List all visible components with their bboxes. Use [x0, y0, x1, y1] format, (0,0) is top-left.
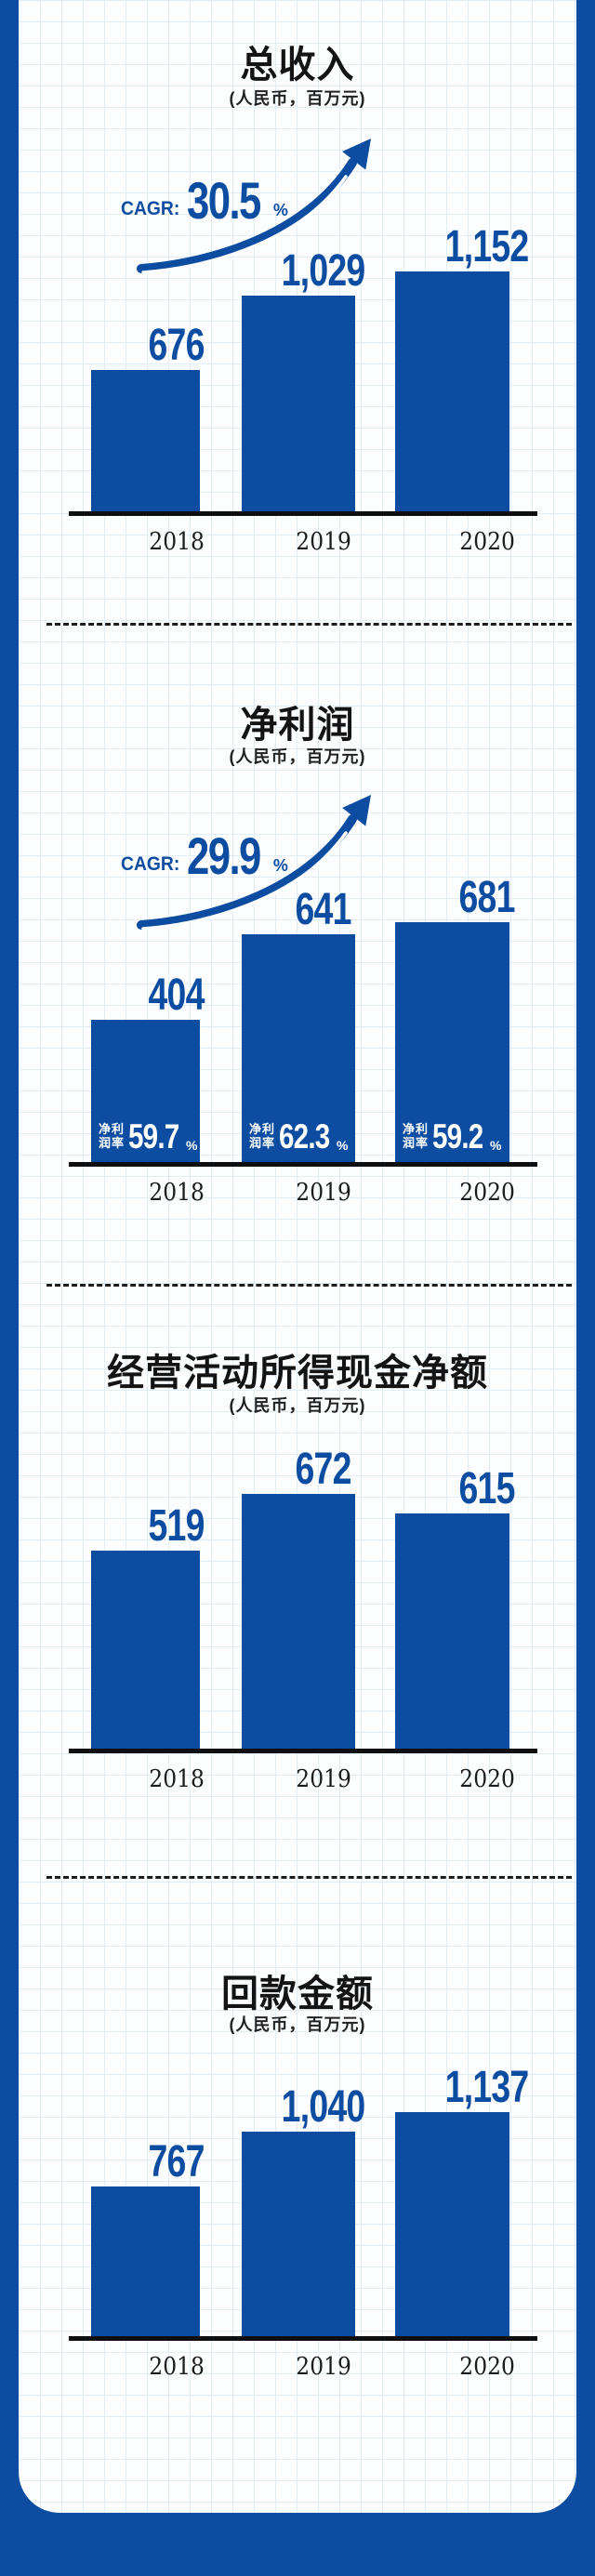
chart-title: 回款金额: [221, 1974, 374, 2015]
bar-2018: [91, 1551, 200, 1749]
growth-arrow-icon: [137, 139, 371, 273]
net-margin-label: 净利 润率 59.7 %: [99, 1116, 197, 1156]
growth-arrow-highlight: [141, 175, 348, 273]
x-tick-label: 2020: [459, 2353, 515, 2381]
bar-2019: [242, 1494, 355, 1749]
x-tick-label: 2019: [296, 1179, 351, 1207]
chart-unit-note: (人民币，百万元): [229, 89, 366, 108]
x-tick-label: 2018: [149, 1179, 205, 1207]
bar-2019: [242, 296, 355, 511]
net-margin-text-line2: 润率: [249, 1136, 276, 1150]
chart-title: 经营活动所得现金净额: [107, 1353, 488, 1394]
chart-unit-note: (人民币，百万元): [229, 1396, 366, 1415]
cagr-percent-sign: %: [272, 856, 288, 875]
net-margin-percent-sign: %: [186, 1138, 198, 1153]
bar-value-label: 1,152: [445, 222, 530, 271]
cagr-percent-sign: %: [272, 201, 288, 219]
x-axis-line: [69, 1749, 537, 1753]
net-margin-text-line1: 净利: [249, 1122, 276, 1136]
bar-2018: [91, 2186, 200, 2336]
net-margin-label: 净利 润率 62.3 %: [249, 1116, 348, 1156]
section-divider: [46, 623, 572, 626]
x-tick-label: 2019: [296, 2353, 351, 2381]
chart-title: 总收入: [240, 45, 355, 86]
bar-value-label: 519: [148, 1501, 205, 1551]
x-axis-line: [69, 511, 537, 516]
bar-2019: [242, 934, 355, 1162]
bar-2018: [91, 370, 200, 511]
net-margin-value: 62.3: [279, 1116, 330, 1156]
growth-arrow-stroke: [137, 814, 357, 930]
cagr-annotation: CAGR: 29.9 %: [121, 826, 288, 885]
net-margin-text-line1: 净利: [403, 1122, 430, 1136]
net-margin-value: 59.2: [432, 1116, 483, 1156]
cagr-label: CAGR:: [121, 198, 180, 219]
x-tick-label: 2019: [296, 528, 351, 556]
cagr-label: CAGR:: [121, 853, 180, 875]
chart-unit-note: (人民币，百万元): [229, 2015, 366, 2034]
growth-arrow-stroke: [137, 158, 357, 273]
section-divider: [46, 1284, 572, 1287]
chart-unit-note: (人民币，百万元): [229, 747, 366, 766]
growth-arrow-highlight: [141, 831, 348, 930]
bar-value-label: 615: [458, 1464, 516, 1513]
growth-arrow-icon: [137, 795, 371, 930]
growth-arrow-head: [342, 139, 371, 170]
bar-value-label: 1,029: [282, 246, 366, 296]
net-margin-text-line1: 净利: [99, 1122, 126, 1136]
net-margin-percent-sign: %: [337, 1138, 349, 1153]
net-margin-value: 59.7: [128, 1116, 179, 1156]
bar-2020: [395, 271, 509, 511]
bar-2020: [395, 1513, 509, 1749]
x-tick-label: 2020: [459, 528, 515, 556]
bar-value-label: 404: [148, 971, 205, 1020]
bar-2018: [91, 1020, 200, 1162]
section-divider: [46, 1876, 572, 1879]
bar-value-label: 1,040: [282, 2082, 366, 2132]
x-tick-label: 2018: [149, 1765, 205, 1793]
bar-value-label: 641: [295, 885, 352, 934]
x-tick-label: 2018: [149, 528, 205, 556]
bar-2019: [242, 2132, 355, 2336]
bar-value-label: 767: [148, 2137, 205, 2186]
bar-2020: [395, 2112, 509, 2336]
bar-value-label: 1,137: [445, 2063, 530, 2112]
bar-value-label: 676: [148, 321, 205, 370]
x-tick-label: 2019: [296, 1765, 351, 1793]
x-tick-label: 2020: [459, 1179, 515, 1207]
x-axis-line: [69, 2336, 537, 2341]
net-margin-percent-sign: %: [490, 1138, 502, 1153]
x-tick-label: 2020: [459, 1765, 515, 1793]
cagr-value: 29.9: [186, 826, 261, 885]
bar-value-label: 672: [295, 1445, 352, 1494]
net-margin-text-line2: 润率: [403, 1136, 430, 1150]
net-margin-text-line2: 润率: [99, 1136, 126, 1150]
x-tick-label: 2018: [149, 2353, 205, 2381]
growth-arrow-head: [342, 795, 371, 826]
net-margin-label: 净利 润率 59.2 %: [403, 1116, 501, 1156]
bar-value-label: 681: [458, 873, 516, 922]
cagr-value: 30.5: [186, 171, 261, 230]
cagr-annotation: CAGR: 30.5 %: [121, 171, 288, 230]
grid-paper-panel: 总收入 (人民币，百万元) CAGR: 30.5 % 676 1,029 1,1…: [19, 0, 576, 2513]
x-axis-line: [69, 1162, 537, 1167]
bar-2020: [395, 922, 509, 1162]
chart-title: 净利润: [240, 705, 355, 746]
